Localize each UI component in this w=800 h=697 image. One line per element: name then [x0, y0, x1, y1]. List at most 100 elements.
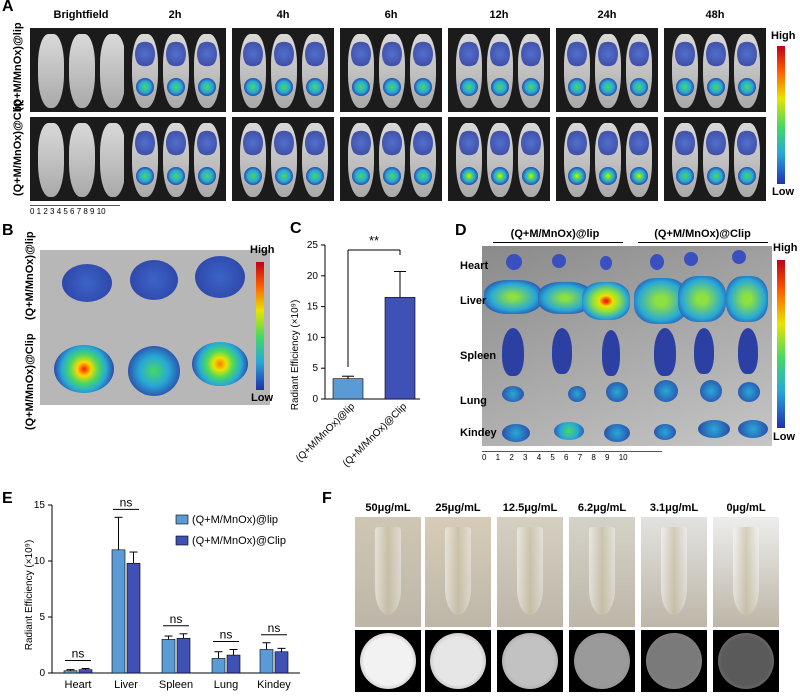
mouse — [518, 123, 544, 197]
mouse — [487, 34, 513, 108]
imaging-frame — [30, 117, 132, 201]
bar — [384, 297, 416, 400]
row-label-lip-b: (Q+M/MnOx)@lip — [24, 231, 36, 320]
mouse — [163, 34, 189, 108]
tube-photo — [569, 517, 635, 627]
significance-label: ns — [268, 621, 281, 635]
mouse — [595, 123, 621, 197]
mouse — [626, 34, 652, 108]
colorbar-d — [777, 260, 785, 428]
mri-disk — [646, 633, 702, 689]
timepoint-header: Brightfield — [53, 9, 109, 21]
scale-low-a: Low — [772, 186, 794, 198]
mouse — [379, 123, 405, 197]
mri-disk — [360, 633, 416, 689]
mouse — [348, 123, 374, 197]
concentration-label: 12.5μg/mL — [502, 502, 558, 514]
signal-spot — [54, 345, 114, 393]
mouse — [456, 123, 482, 197]
ruler-d: 0 1 2 3 4 5 6 7 8 9 10 — [482, 451, 662, 462]
signal-spot — [130, 260, 178, 300]
legend-swatch-clip — [175, 535, 189, 546]
concentration-label: 0μg/mL — [726, 502, 766, 514]
signal-spot — [195, 256, 245, 298]
mouse — [703, 123, 729, 197]
tube-photo — [641, 517, 707, 627]
group-label-clip: (Q+M/MnOx)@Clip — [654, 228, 751, 240]
mouse — [132, 123, 158, 197]
concentration-label: 6.2μg/mL — [577, 502, 627, 514]
x-tick-label: Kindey — [257, 679, 291, 691]
timepoint-header: 6h — [384, 9, 398, 21]
ex-vivo-image-b — [40, 250, 270, 405]
scale-high-d: High — [773, 242, 798, 254]
mri-disk — [574, 633, 630, 689]
bar — [226, 654, 241, 674]
imaging-frame — [556, 28, 658, 112]
row-label-clip: (Q+M/MnOx)@Clip — [12, 99, 24, 196]
mouse — [564, 34, 590, 108]
mouse — [69, 123, 95, 197]
y-tick-label: 5 — [39, 612, 45, 623]
imaging-frame — [664, 117, 766, 201]
mouse — [38, 34, 64, 108]
scale-high-b: High — [250, 244, 275, 256]
row-label-lip: (Q+M/MnOx)@lip — [12, 22, 24, 111]
signal-spot — [128, 346, 180, 396]
bar — [211, 658, 226, 674]
mouse — [348, 34, 374, 108]
mri-image — [497, 630, 563, 692]
mouse — [163, 123, 189, 197]
row-label-clip-b: (Q+M/MnOx)@Clip — [24, 333, 36, 430]
mouse — [487, 123, 513, 197]
significance-label: ns — [220, 627, 233, 641]
x-tick-label: Spleen — [159, 679, 193, 691]
organ-label-spleen: Spleen — [460, 350, 497, 362]
imaging-frame — [556, 117, 658, 201]
bar — [111, 549, 126, 674]
concentration-label: 50μg/mL — [365, 502, 411, 514]
mri-image — [713, 630, 779, 692]
mri-image — [425, 630, 491, 692]
y-tick-label: 20 — [307, 271, 319, 282]
legend-swatch-lip — [175, 514, 189, 525]
mouse — [271, 123, 297, 197]
mouse — [69, 34, 95, 108]
imaging-frame — [664, 28, 766, 112]
mouse — [734, 34, 760, 108]
mouse — [194, 123, 220, 197]
x-tick-label: Lung — [214, 679, 238, 691]
imaging-frame — [448, 117, 550, 201]
mouse — [734, 123, 760, 197]
timepoint-header: 48h — [705, 9, 725, 21]
tube-photo — [497, 517, 563, 627]
bar — [161, 639, 176, 674]
mouse — [38, 123, 64, 197]
scale-low-b: Low — [251, 392, 273, 404]
chart-e: Radiant Efficiency (×10⁹) 0 5 10 15 ns ns ns n… — [24, 495, 300, 691]
y-axis-label-e: Radiant Efficiency (×10⁹) — [24, 540, 35, 651]
imaging-frame — [340, 117, 442, 201]
bar — [176, 637, 191, 674]
scale-high-a: High — [771, 30, 796, 42]
tube-photo — [425, 517, 491, 627]
y-axis-label-c: Radiant Efficiency (×10⁹) — [290, 300, 301, 411]
mouse — [595, 34, 621, 108]
timepoint-header: 2h — [168, 9, 182, 21]
organ-image-d — [482, 246, 772, 446]
signal-spot — [62, 264, 112, 302]
mouse — [240, 123, 266, 197]
organ-label-lung: Lung — [460, 395, 487, 407]
concentration-label: 25μg/mL — [435, 502, 481, 514]
mri-disk — [502, 633, 558, 689]
mouse — [100, 34, 126, 108]
mri-image — [569, 630, 635, 692]
imaging-frame — [30, 28, 132, 112]
tube-photo — [713, 517, 779, 627]
bar — [78, 669, 93, 674]
y-tick-label: 10 — [34, 556, 46, 567]
y-tick-label: 15 — [307, 302, 319, 313]
y-tick-label: 0 — [312, 394, 318, 405]
group-line — [638, 242, 768, 243]
